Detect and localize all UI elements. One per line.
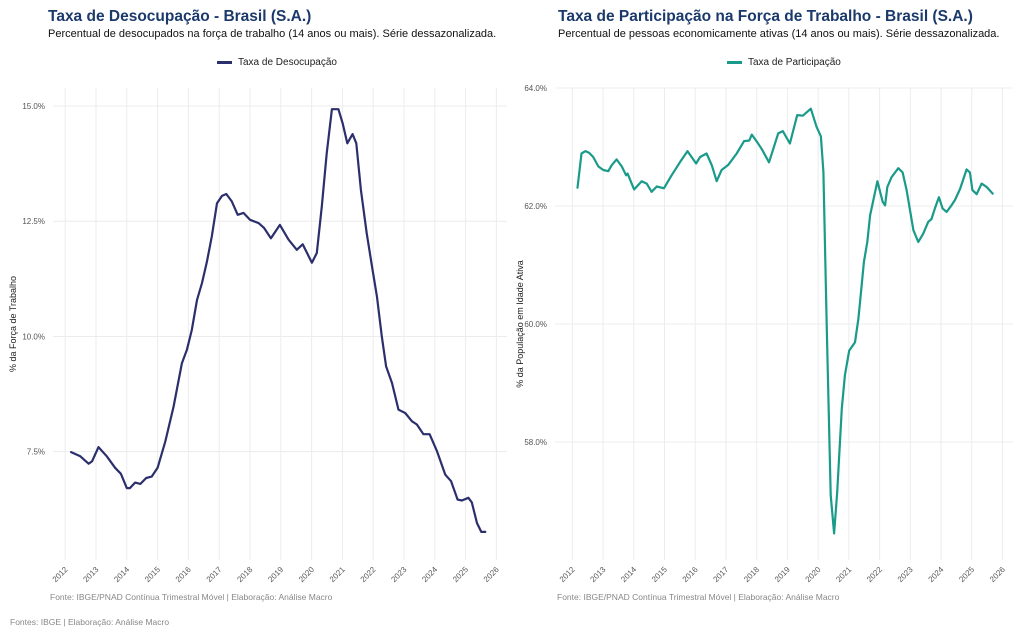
participation-chart-title: Taxa de Participação na Força de Trabalh… [558, 8, 973, 25]
unemployment-legend: Taxa de Desocupação [217, 57, 337, 68]
participation-legend: Taxa de Participação [727, 57, 841, 68]
series-line [69, 108, 487, 534]
y-axis-label: % da População em Idade Ativa [515, 260, 525, 388]
y-tick-label: 7.5% [27, 448, 45, 457]
y-tick-label: 60.0% [524, 320, 547, 329]
x-tick-label: 2019 [773, 565, 792, 584]
participation-chart-caption: Fonte: IBGE/PNAD Contínua Trimestral Móv… [557, 592, 840, 602]
x-tick-label: 2026 [988, 565, 1007, 584]
y-axis-label: % da Força de Trabalho [8, 276, 18, 372]
legend-label-participation: Taxa de Participação [748, 57, 841, 68]
x-tick-label: 2020 [804, 565, 823, 584]
participation-chart: 2012 2013 2014 2015 2016 2017 2018 2019 2020 2021… [515, 84, 1013, 584]
y-tick-label: 64.0% [524, 84, 547, 93]
unemployment-chart-title: Taxa de Desocupação - Brasil (S.A.) [48, 8, 312, 25]
unemployment-chart-subtitle: Percentual de desocupados na força de tr… [48, 28, 497, 40]
legend-label-unemployment: Taxa de Desocupação [238, 57, 337, 68]
unemployment-chart-caption: Fonte: IBGE/PNAD Contínua Trimestral Móv… [50, 592, 333, 602]
x-tick-label: 2024 [927, 565, 946, 584]
y-tick-label: 62.0% [524, 202, 547, 211]
x-tick-label: 2021 [834, 565, 853, 584]
x-tick-label: 2022 [865, 565, 884, 584]
y-tick-label: 15.0% [22, 102, 45, 111]
unemployment-chart: 2012 2013 2014 2015 2016 2017 2018 2019 2020 2021… [8, 88, 507, 584]
x-tick-label: 2013 [588, 565, 607, 584]
legend-key-participation [727, 61, 742, 64]
x-tick-label: 2017 [711, 565, 730, 584]
x-tick-label: 2014 [619, 565, 638, 584]
series-line [576, 107, 994, 535]
x-tick-label: 2012 [558, 565, 577, 584]
x-tick-label: 2015 [650, 565, 669, 584]
x-tick-label: 2016 [681, 565, 700, 584]
x-tick-label: 2023 [896, 565, 915, 584]
y-tick-label: 10.0% [22, 332, 45, 341]
x-tick-label: 2025 [957, 565, 976, 584]
participation-chart-subtitle: Percentual de pessoas economicamente ati… [558, 28, 1000, 40]
y-tick-label: 58.0% [524, 438, 547, 447]
footer-caption: Fontes: IBGE | Elaboração: Análise Macro [10, 617, 170, 627]
x-tick-label: 2018 [742, 565, 761, 584]
legend-key-unemployment [217, 61, 232, 64]
y-tick-label: 12.5% [22, 217, 45, 226]
